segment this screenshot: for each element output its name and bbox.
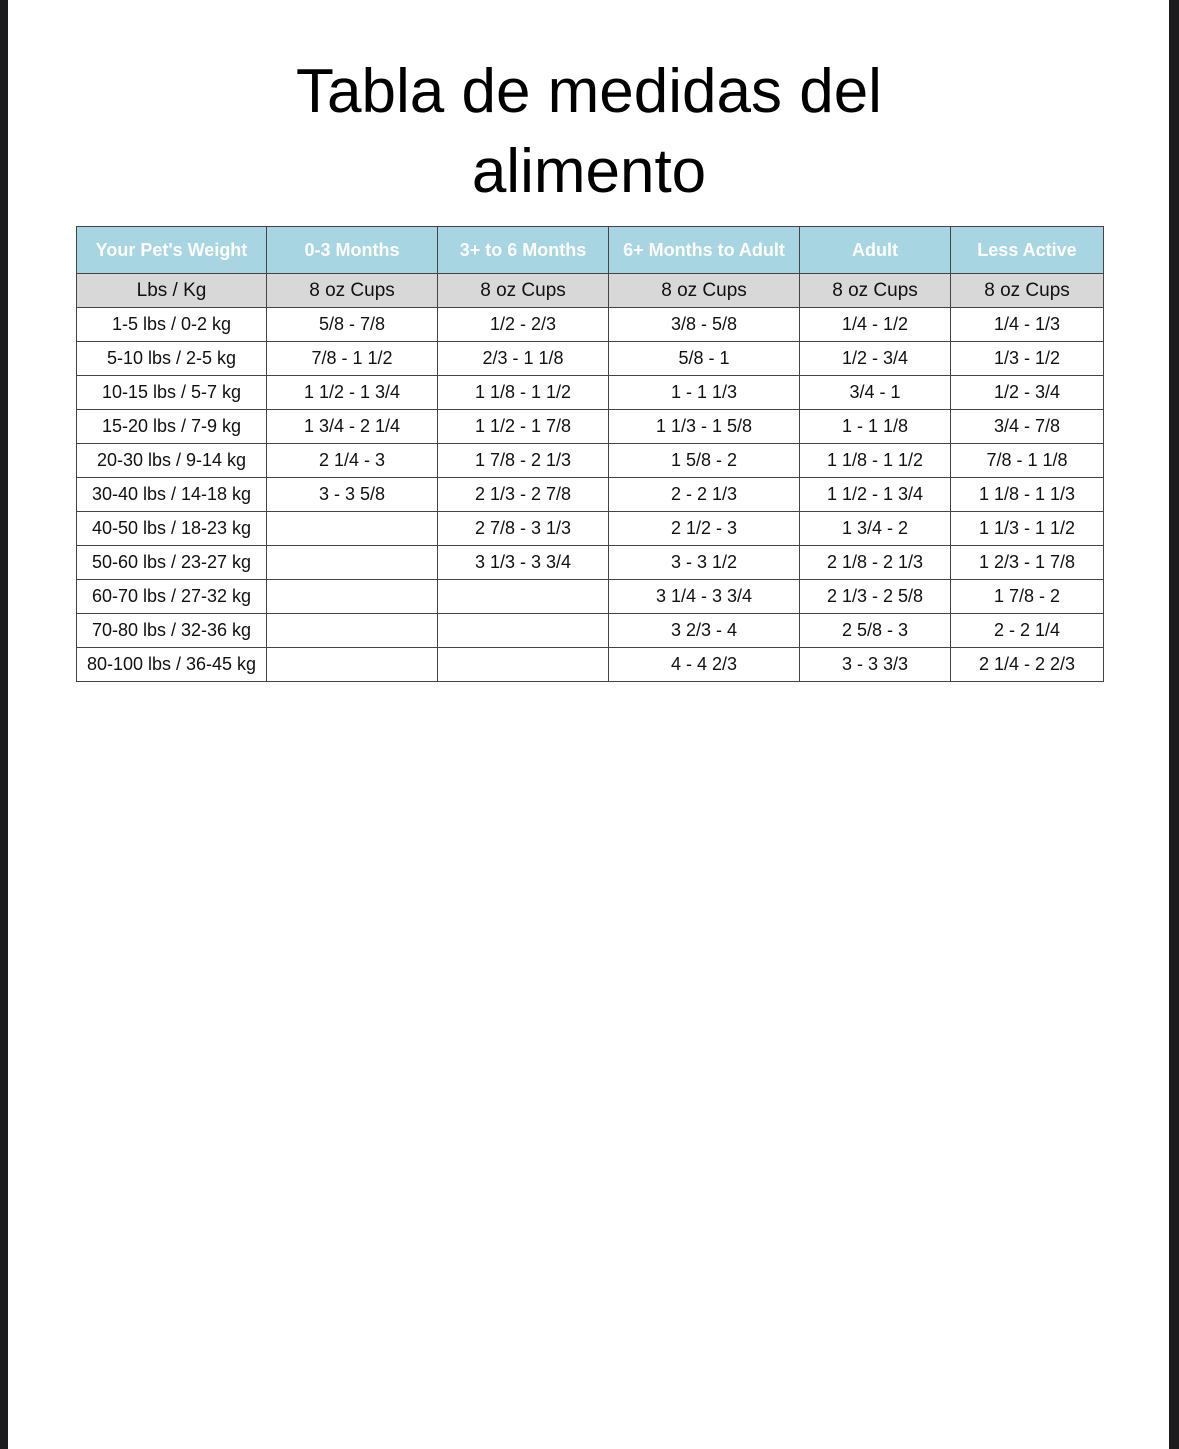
table-cell: 1 1/8 - 1 1/3	[950, 477, 1104, 512]
table-cell: 1/2 - 3/4	[950, 375, 1104, 410]
table-cell: 1/4 - 1/2	[799, 307, 951, 342]
table-row: 1-5 lbs / 0-2 kg 5/8 - 7/8 1/2 - 2/3 3/8 - …	[76, 307, 1104, 342]
table-cell: 3/4 - 1	[799, 375, 951, 410]
table-cell: 2 1/4 - 3	[266, 443, 438, 478]
table-cell: 7/8 - 1 1/8	[950, 443, 1104, 478]
table-cell: 1 7/8 - 2	[950, 579, 1104, 614]
table-cell	[437, 579, 609, 614]
title: Tabla de medidas del alimento	[296, 57, 882, 206]
table-cell: 1 2/3 - 1 7/8	[950, 545, 1104, 580]
table-cell: 0-3 Months	[266, 226, 438, 274]
table-cell: 40-50 lbs / 18-23 kg	[76, 511, 267, 546]
table-row: 30-40 lbs / 14-18 kg 3 - 3 5/8 2 1/3 - 2 7…	[76, 477, 1104, 512]
table-row: 10-15 lbs / 5-7 kg 1 1/2 - 1 3/4 1 1/8 - 1…	[76, 375, 1104, 410]
table-cell: 1 5/8 - 2	[608, 443, 800, 478]
table-cell: 8 oz Cups	[799, 273, 951, 308]
table-cell: 2 1/3 - 2 5/8	[799, 579, 951, 614]
table-cell: 1/2 - 2/3	[437, 307, 609, 342]
table-cell	[266, 511, 438, 546]
table-cell: 3 - 3 1/2	[608, 545, 800, 580]
table-cell: 7/8 - 1 1/2	[266, 341, 438, 376]
table-row: Lbs / Kg 8 oz Cups 8 oz Cups 8 oz Cups 8 oz …	[76, 273, 1104, 308]
table-cell: 8 oz Cups	[950, 273, 1104, 308]
table-cell: 3 1/4 - 3 3/4	[608, 579, 800, 614]
frame-edge	[0, 0, 8, 1449]
table-cell: 3+ to 6 Months	[437, 226, 609, 274]
table-cell: 8 oz Cups	[266, 273, 438, 308]
table-cell: 70-80 lbs / 32-36 kg	[76, 613, 267, 648]
table-cell: 8 oz Cups	[437, 273, 609, 308]
table-cell: 80-100 lbs / 36-45 kg	[76, 647, 267, 682]
table-cell	[266, 579, 438, 614]
table-cell: 3 2/3 - 4	[608, 613, 800, 648]
table-cell: 1 1/2 - 1 7/8	[437, 409, 609, 444]
table-cell: 2 5/8 - 3	[799, 613, 951, 648]
table-cell: 2 - 2 1/3	[608, 477, 800, 512]
table-cell: 1/4 - 1/3	[950, 307, 1104, 342]
table-cell: 6+ Months to Adult	[608, 226, 800, 274]
table-cell	[437, 613, 609, 648]
frame-edge	[1169, 0, 1179, 1449]
table-cell: 5/8 - 1	[608, 341, 800, 376]
table-cell: 2 1/3 - 2 7/8	[437, 477, 609, 512]
table-cell: 1 - 1 1/8	[799, 409, 951, 444]
table-cell: 8 oz Cups	[608, 273, 800, 308]
table-cell: 1-5 lbs / 0-2 kg	[76, 307, 267, 342]
table-cell: 1 7/8 - 2 1/3	[437, 443, 609, 478]
table-cell: 1 - 1 1/3	[608, 375, 800, 410]
table-cell: 5/8 - 7/8	[266, 307, 438, 342]
table-cell: 2 1/4 - 2 2/3	[950, 647, 1104, 682]
table-row: 40-50 lbs / 18-23 kg 2 7/8 - 3 1/3 2 1/2 -…	[76, 511, 1104, 546]
table-cell: 1 1/2 - 1 3/4	[799, 477, 951, 512]
table-row: 60-70 lbs / 27-32 kg 3 1/4 - 3 3/4 2 1/3 -…	[76, 579, 1104, 614]
table-row: 5-10 lbs / 2-5 kg 7/8 - 1 1/2 2/3 - 1 1/8 5…	[76, 341, 1104, 376]
table-cell	[437, 647, 609, 682]
table-cell: 3/4 - 7/8	[950, 409, 1104, 444]
table-cell: 1/2 - 3/4	[799, 341, 951, 376]
feeding-table: Your Pet's Weight 0-3 Months 3+ to 6 Month…	[76, 226, 1104, 682]
table-row: 50-60 lbs / 23-27 kg 3 1/3 - 3 3/4 3 - 3 1…	[76, 545, 1104, 580]
table-cell: 10-15 lbs / 5-7 kg	[76, 375, 267, 410]
table-cell: 3 1/3 - 3 3/4	[437, 545, 609, 580]
table-cell: 1 1/8 - 1 1/2	[799, 443, 951, 478]
table-cell: 4 - 4 2/3	[608, 647, 800, 682]
table-cell: Your Pet's Weight	[76, 226, 267, 274]
table-cell	[266, 647, 438, 682]
table-row: 15-20 lbs / 7-9 kg 1 3/4 - 2 1/4 1 1/2 - 1…	[76, 409, 1104, 444]
table-cell: 1 3/4 - 2 1/4	[266, 409, 438, 444]
table-cell: 3/8 - 5/8	[608, 307, 800, 342]
table-cell: 30-40 lbs / 14-18 kg	[76, 477, 267, 512]
table-cell	[266, 545, 438, 580]
table-cell: 2 1/2 - 3	[608, 511, 800, 546]
table-cell: 1 1/2 - 1 3/4	[266, 375, 438, 410]
table-cell: 2 1/8 - 2 1/3	[799, 545, 951, 580]
table-cell: 5-10 lbs / 2-5 kg	[76, 341, 267, 376]
table-cell: 15-20 lbs / 7-9 kg	[76, 409, 267, 444]
table-cell: 2/3 - 1 1/8	[437, 341, 609, 376]
table-cell: Adult	[799, 226, 951, 274]
table-cell: 20-30 lbs / 9-14 kg	[76, 443, 267, 478]
table-cell: 60-70 lbs / 27-32 kg	[76, 579, 267, 614]
table-row: Your Pet's Weight 0-3 Months 3+ to 6 Month…	[76, 226, 1104, 274]
table-cell: 1 1/3 - 1 1/2	[950, 511, 1104, 546]
table-cell: Less Active	[950, 226, 1104, 274]
table-cell: 3 - 3 5/8	[266, 477, 438, 512]
table-cell: 1 1/8 - 1 1/2	[437, 375, 609, 410]
table-cell: 1/3 - 1/2	[950, 341, 1104, 376]
table-cell: 3 - 3 3/3	[799, 647, 951, 682]
table-cell	[266, 613, 438, 648]
table-cell: 50-60 lbs / 23-27 kg	[76, 545, 267, 580]
table-cell: 1 3/4 - 2	[799, 511, 951, 546]
table-cell: 2 7/8 - 3 1/3	[437, 511, 609, 546]
table-cell: Lbs / Kg	[76, 273, 267, 308]
table-cell: 1 1/3 - 1 5/8	[608, 409, 800, 444]
table-row: 80-100 lbs / 36-45 kg 4 - 4 2/3 3 - 3 3/3 2…	[76, 647, 1104, 682]
table-cell: 2 - 2 1/4	[950, 613, 1104, 648]
